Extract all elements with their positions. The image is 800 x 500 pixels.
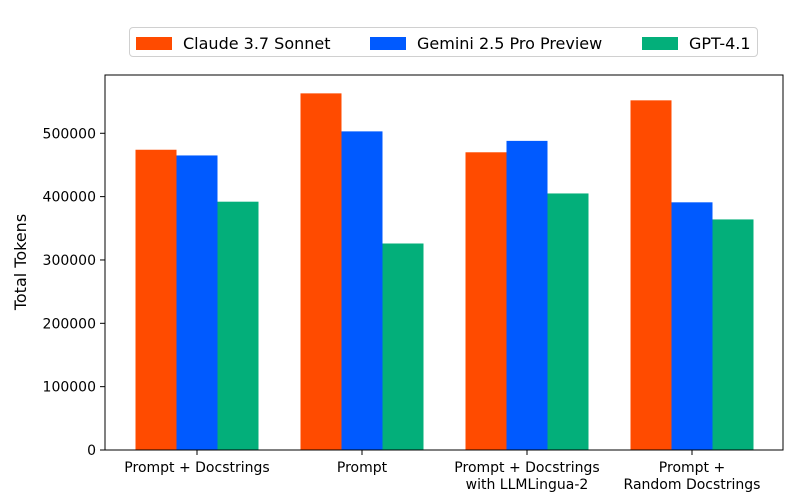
x-tick-label: Prompt + Docstrings bbox=[454, 460, 599, 476]
bar-gpt-4-1 bbox=[217, 201, 259, 450]
legend-item-claude: Claude 3.7 Sonnet bbox=[136, 34, 331, 53]
legend-label-gpt: GPT-4.1 bbox=[689, 34, 751, 53]
y-tick-label: 300000 bbox=[43, 253, 96, 269]
legend-label-gemini: Gemini 2.5 Pro Preview bbox=[417, 34, 603, 53]
y-axis: 0 100000 200000 300000 400000 500000 bbox=[43, 126, 105, 459]
bars-group bbox=[135, 93, 754, 451]
legend-swatch-gpt bbox=[642, 37, 678, 50]
legend-label-claude: Claude 3.7 Sonnet bbox=[183, 34, 331, 53]
x-tick-label: Prompt bbox=[337, 460, 388, 476]
bar-gemini-2-5-pro-preview bbox=[176, 155, 218, 450]
bar-claude-3-7-sonnet bbox=[630, 100, 672, 451]
bar-gpt-4-1 bbox=[712, 219, 754, 450]
y-tick-label: 200000 bbox=[43, 316, 96, 332]
bar-gpt-4-1 bbox=[547, 193, 589, 450]
bar-gemini-2-5-pro-preview bbox=[506, 140, 548, 451]
x-axis: Prompt + Docstrings Prompt Prompt + Docstr… bbox=[124, 450, 760, 493]
legend-item-gpt: GPT-4.1 bbox=[642, 34, 751, 53]
legend-swatch-gemini bbox=[370, 37, 406, 50]
legend-item-gemini: Gemini 2.5 Pro Preview bbox=[370, 34, 602, 53]
y-axis-label: Total Tokens bbox=[11, 214, 30, 311]
bar-claude-3-7-sonnet bbox=[465, 152, 507, 451]
bar-claude-3-7-sonnet bbox=[300, 93, 342, 450]
bar-gpt-4-1 bbox=[382, 243, 424, 450]
y-tick-label: 400000 bbox=[43, 190, 96, 206]
x-tick-label: Random Docstrings bbox=[624, 477, 761, 493]
plot-frame bbox=[104, 74, 784, 451]
x-tick-label: Prompt + bbox=[659, 460, 725, 476]
legend-swatch-claude bbox=[136, 37, 172, 50]
x-tick-label: with LLMLingua-2 bbox=[466, 477, 589, 493]
y-tick-label: 500000 bbox=[43, 126, 96, 142]
y-tick-label: 0 bbox=[87, 443, 96, 459]
bar-claude-3-7-sonnet bbox=[135, 149, 177, 450]
x-tick-label: Prompt + Docstrings bbox=[124, 460, 269, 476]
bar-gemini-2-5-pro-preview bbox=[341, 131, 383, 450]
legend: Claude 3.7 Sonnet Gemini 2.5 Pro Preview… bbox=[129, 27, 758, 57]
y-tick-label: 100000 bbox=[43, 380, 96, 396]
bar-gemini-2-5-pro-preview bbox=[671, 202, 713, 450]
